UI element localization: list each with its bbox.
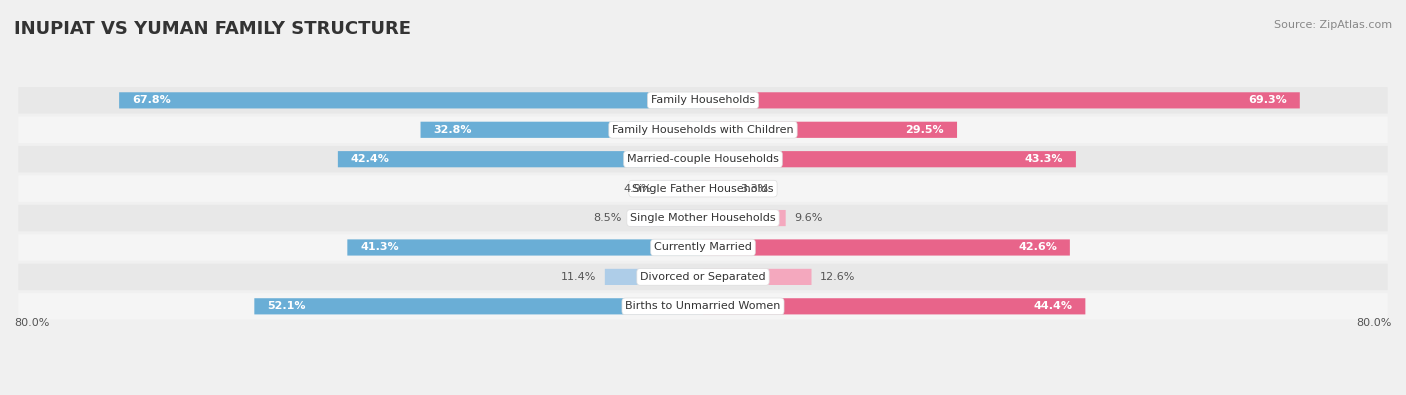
FancyBboxPatch shape [703,239,1070,256]
FancyBboxPatch shape [703,269,811,285]
FancyBboxPatch shape [703,151,1076,167]
Text: 12.6%: 12.6% [820,272,855,282]
FancyBboxPatch shape [347,239,703,256]
Text: Source: ZipAtlas.com: Source: ZipAtlas.com [1274,20,1392,30]
Text: 4.9%: 4.9% [624,184,652,194]
Text: 41.3%: 41.3% [360,243,399,252]
FancyBboxPatch shape [337,151,703,167]
FancyBboxPatch shape [703,210,786,226]
FancyBboxPatch shape [18,175,1388,202]
Text: 80.0%: 80.0% [1357,318,1392,327]
Text: 9.6%: 9.6% [794,213,823,223]
Text: 42.6%: 42.6% [1018,243,1057,252]
FancyBboxPatch shape [703,122,957,138]
Text: Family Households: Family Households [651,95,755,105]
Text: 8.5%: 8.5% [593,213,621,223]
Text: Currently Married: Currently Married [654,243,752,252]
Text: 80.0%: 80.0% [14,318,49,327]
FancyBboxPatch shape [420,122,703,138]
Text: 11.4%: 11.4% [561,272,596,282]
Text: 69.3%: 69.3% [1249,95,1286,105]
FancyBboxPatch shape [18,234,1388,261]
Text: Single Father Households: Single Father Households [633,184,773,194]
FancyBboxPatch shape [703,92,1299,109]
Text: 29.5%: 29.5% [905,125,945,135]
Text: 3.3%: 3.3% [740,184,768,194]
FancyBboxPatch shape [630,210,703,226]
Text: 43.3%: 43.3% [1025,154,1063,164]
Text: Single Mother Households: Single Mother Households [630,213,776,223]
Text: 67.8%: 67.8% [132,95,170,105]
FancyBboxPatch shape [18,264,1388,290]
Text: Family Households with Children: Family Households with Children [612,125,794,135]
Text: 42.4%: 42.4% [350,154,389,164]
Text: Divorced or Separated: Divorced or Separated [640,272,766,282]
FancyBboxPatch shape [18,293,1388,320]
Text: 32.8%: 32.8% [433,125,472,135]
FancyBboxPatch shape [18,205,1388,231]
FancyBboxPatch shape [120,92,703,109]
Text: 52.1%: 52.1% [267,301,305,311]
Text: Married-couple Households: Married-couple Households [627,154,779,164]
FancyBboxPatch shape [18,87,1388,114]
FancyBboxPatch shape [703,298,1085,314]
FancyBboxPatch shape [605,269,703,285]
Text: 44.4%: 44.4% [1033,301,1073,311]
Text: Births to Unmarried Women: Births to Unmarried Women [626,301,780,311]
FancyBboxPatch shape [18,146,1388,173]
Text: INUPIAT VS YUMAN FAMILY STRUCTURE: INUPIAT VS YUMAN FAMILY STRUCTURE [14,20,411,38]
FancyBboxPatch shape [703,181,731,197]
FancyBboxPatch shape [18,117,1388,143]
FancyBboxPatch shape [254,298,703,314]
FancyBboxPatch shape [661,181,703,197]
